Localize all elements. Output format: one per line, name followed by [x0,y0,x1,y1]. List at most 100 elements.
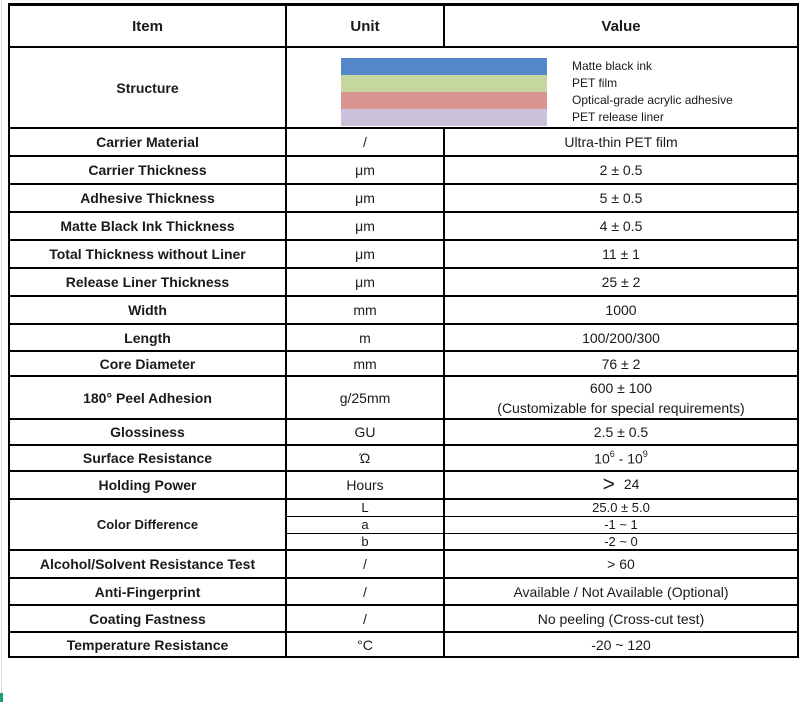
value-cell: 1000 [443,295,799,325]
layer-bars [341,58,547,126]
spec-row: Carrier Material / Ultra-thin PET film [8,127,799,157]
header-row: Item Unit Value [8,3,799,48]
item-cell: Adhesive Thickness [8,183,287,213]
item-cell: Width [8,295,287,325]
item-cell: Release Liner Thickness [8,267,287,297]
value-cell: 11 ± 1 [443,239,799,269]
value-cell: No peeling (Cross-cut test) [443,604,799,633]
header-item: Item [8,3,287,48]
value-cell: -20 ~ 120 [443,631,799,658]
layer-label: Matte black ink [572,59,653,73]
unit-cell: mm [285,350,445,377]
peel-value-line1: 600 ± 100 [589,380,653,396]
value-cell: -1 ~ 1 [443,515,799,534]
spec-row: Alcohol/Solvent Resistance Test / > 60 [8,549,799,579]
color-difference-row-L: Color Difference L 25.0 ± 5.0 [8,498,799,551]
item-cell: Carrier Material [8,127,287,157]
value-cell: 106 - 109 [443,444,799,472]
holding-power-value: 24 [623,476,640,492]
item-cell: Coating Fastness [8,604,287,633]
value-cell: 100/200/300 [443,323,799,352]
layer-label: PET film [572,76,618,90]
header-value: Value [443,3,799,48]
value-cell: 5 ± 0.5 [443,183,799,213]
item-cell: Anti-Fingerprint [8,577,287,606]
layer-swatch-acrylic-adhesive [341,92,547,109]
layer-label: Optical-grade acrylic adhesive [572,93,733,107]
unit-cell: μm [285,155,445,185]
item-cell: Glossiness [8,418,287,446]
unit-cell: μm [285,267,445,297]
layer-swatch-pet-film [341,75,547,92]
item-cell: Carrier Thickness [8,155,287,185]
unit-cell: μm [285,183,445,213]
layer-swatch-pet-release-liner [341,109,547,126]
spec-row: Carrier Thickness μm 2 ± 0.5 [8,155,799,185]
unit-cell: °C [285,631,445,658]
spec-row: Glossiness GU 2.5 ± 0.5 [8,418,799,446]
holding-power-row: Holding Power Hours >24 [8,470,799,500]
layer-swatch-matte-black-ink [341,58,547,75]
unit-cell: L [285,498,445,517]
surface-resistance-row: Surface Resistance Ώ 106 - 109 [8,444,799,472]
layer-labels: Matte black ink PET film Optical-grade a… [572,58,733,126]
sr-exp-high: 9 [642,448,648,459]
spec-row: Coating Fastness / No peeling (Cross-cut… [8,604,799,633]
item-cell: Color Difference [8,498,287,551]
header-unit: Unit [285,3,445,48]
item-cell: Total Thickness without Liner [8,239,287,269]
sr-exp-low: 6 [609,448,615,459]
sheet-edge-line [1,0,2,702]
unit-cell: / [285,577,445,606]
item-cell: Temperature Resistance [8,631,287,658]
value-cell: 76 ± 2 [443,350,799,377]
spec-row: Anti-Fingerprint / Available / Not Avail… [8,577,799,606]
value-cell: 2.5 ± 0.5 [443,418,799,446]
value-cell: 25.0 ± 5.0 [443,498,799,517]
selection-corner-mark [0,693,3,702]
value-cell: 2 ± 0.5 [443,155,799,185]
unit-cell: Hours [285,470,445,500]
unit-cell: / [285,549,445,579]
unit-cell: / [285,127,445,157]
unit-cell: μm [285,211,445,241]
item-cell: Matte Black Ink Thickness [8,211,287,241]
item-cell: Alcohol/Solvent Resistance Test [8,549,287,579]
item-cell: Surface Resistance [8,444,287,472]
greater-than-symbol: > [602,473,615,496]
item-cell: Core Diameter [8,350,287,377]
value-cell: -2 ~ 0 [443,532,799,551]
value-cell: 4 ± 0.5 [443,211,799,241]
spec-row: Temperature Resistance °C -20 ~ 120 [8,631,799,658]
item-cell: Length [8,323,287,352]
spec-row: Length m 100/200/300 [8,323,799,352]
unit-cell: m [285,323,445,352]
item-cell: Structure [8,46,287,129]
layer-label: PET release liner [572,110,664,124]
value-cell: Available / Not Available (Optional) [443,577,799,606]
spec-row: Adhesive Thickness μm 5 ± 0.5 [8,183,799,213]
sr-base-low: 10 [594,450,610,467]
layer-diagram: Matte black ink PET film Optical-grade a… [288,49,796,126]
unit-cell: b [285,532,445,551]
unit-cell: Ώ [285,444,445,472]
unit-cell: mm [285,295,445,325]
value-cell: Ultra-thin PET film [443,127,799,157]
spec-row: Release Liner Thickness μm 25 ± 2 [8,267,799,297]
peel-value-line2: (Customizable for special requirements) [497,400,745,416]
sr-separator: - [618,450,624,467]
structure-row: Structure Matte black ink PET film Optic… [8,46,799,129]
value-cell: 600 ± 100 (Customizable for special requ… [443,375,799,420]
value-cell: >24 [443,470,799,500]
color-difference-row-b: b -2 ~ 0 [9,532,799,551]
item-cell: Holding Power [8,470,287,500]
spec-row: Total Thickness without Liner μm 11 ± 1 [8,239,799,269]
unit-cell: / [285,604,445,633]
spec-row: Width mm 1000 [8,295,799,325]
spec-row: Core Diameter mm 76 ± 2 [8,350,799,377]
spec-table: Item Unit Value Structure Matte black in… [8,3,799,658]
structure-diagram-cell: Matte black ink PET film Optical-grade a… [285,46,799,129]
value-cell: 25 ± 2 [443,267,799,297]
unit-cell: GU [285,418,445,446]
item-cell: 180° Peel Adhesion [8,375,287,420]
